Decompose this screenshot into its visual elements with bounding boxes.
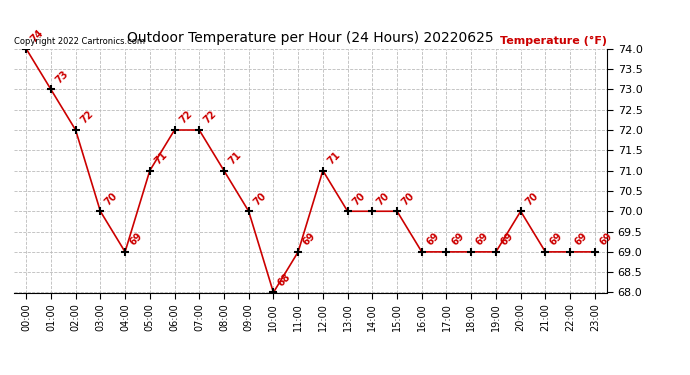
- Text: 71: 71: [227, 150, 244, 166]
- Text: 69: 69: [474, 231, 491, 248]
- Text: 69: 69: [449, 231, 466, 248]
- Text: 69: 69: [424, 231, 441, 248]
- Text: 72: 72: [177, 109, 194, 126]
- Text: 74: 74: [29, 28, 46, 45]
- Text: 69: 69: [128, 231, 144, 248]
- Text: 70: 70: [351, 190, 367, 207]
- Text: Copyright 2022 Cartronics.com: Copyright 2022 Cartronics.com: [14, 38, 145, 46]
- Text: 70: 70: [524, 190, 540, 207]
- Text: 70: 70: [103, 190, 120, 207]
- Text: Temperature (°F): Temperature (°F): [500, 36, 607, 46]
- Text: 69: 69: [548, 231, 565, 248]
- Text: 73: 73: [54, 69, 70, 85]
- Text: 69: 69: [573, 231, 589, 248]
- Text: 70: 70: [251, 190, 268, 207]
- Text: 69: 69: [301, 231, 317, 248]
- Text: 69: 69: [499, 231, 515, 248]
- Text: 72: 72: [202, 109, 219, 126]
- Text: 72: 72: [79, 109, 95, 126]
- Text: 70: 70: [400, 190, 417, 207]
- Text: 69: 69: [598, 231, 614, 248]
- Text: 71: 71: [326, 150, 342, 166]
- Text: 68: 68: [276, 272, 293, 288]
- Title: Outdoor Temperature per Hour (24 Hours) 20220625: Outdoor Temperature per Hour (24 Hours) …: [127, 31, 494, 45]
- Text: 71: 71: [152, 150, 169, 166]
- Text: 70: 70: [375, 190, 392, 207]
